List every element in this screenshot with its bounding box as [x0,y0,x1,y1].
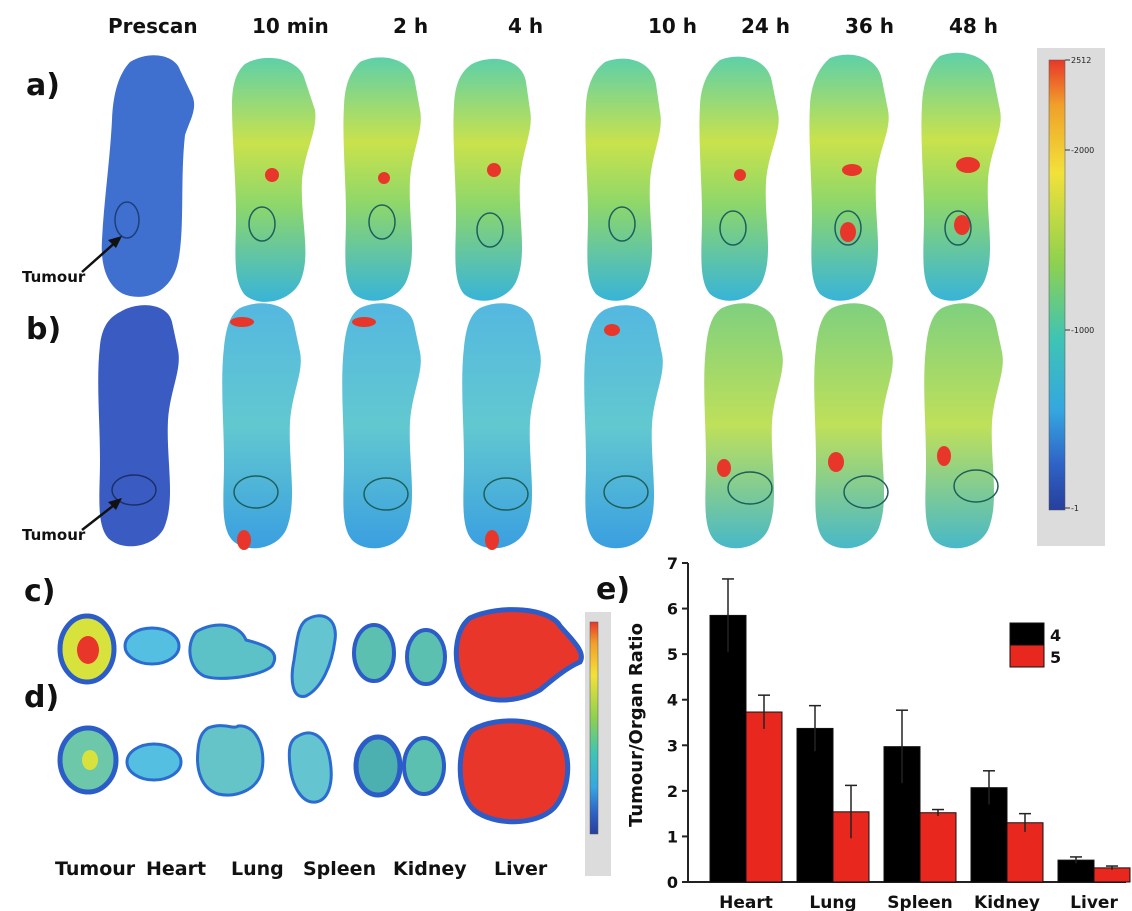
mouse-b-4h [462,303,541,549]
y-tick-label: 7 [667,554,678,573]
bar-4-lung [796,727,834,883]
x-tick-label-heart: Heart [719,893,773,911]
organ-label-lung: Lung [231,858,284,880]
y-axis-label: Tumour/Organ Ratio [626,623,647,827]
y-tick-label: 3 [667,736,678,755]
organ-d-spleen [287,731,333,804]
x-tick-label-lung: Lung [809,893,856,911]
organ-label-kidney: Kidney [393,858,467,880]
tumour-label-a: Tumour [22,268,86,286]
organ-label-tumour: Tumour [55,858,136,880]
time-label-10min: 10 min [252,14,329,38]
mouse-b-10min [222,303,301,549]
y-tick-label: 6 [667,600,678,619]
mouse-b-2h [342,303,421,549]
legend-swatch-5 [1009,644,1045,668]
organ-label-liver: Liver [494,858,548,880]
bar-4-liver [1057,859,1095,883]
colorbar-main-panel [1037,48,1105,546]
tumour-label-b: Tumour [22,526,86,544]
bar-5-spleen [919,812,957,883]
y-tick-label: 4 [667,691,678,710]
organ-d-kidney-1 [353,734,403,798]
mouse-a-prescan [101,55,195,297]
panel-label-c: c) [24,574,56,609]
organs-row-d [57,718,571,825]
colorbar-tick-min: -1 [1071,504,1079,513]
mouse-a-4h [453,58,531,301]
colorbar-organ [589,621,599,835]
mouse-b-24h [704,303,783,549]
organs-row-c [57,607,584,703]
colorbar-main [1048,59,1066,511]
organ-c-spleen [290,614,337,698]
time-label-36h: 36 h [845,14,895,38]
colorbar-tick-2000: -2000 [1071,146,1094,155]
panel-label-b: b) [26,312,62,347]
time-label-4h: 4 h [508,14,544,38]
y-ticks: 0 1 2 3 4 5 6 7 [667,554,688,892]
row-b-mice [98,303,1003,550]
legend-label-4: 4 [1050,626,1061,645]
tumour-organ-ratio-chart: 0 1 2 3 4 5 6 7 Heart Lung Spleen Kidney Liver Tumo… [626,554,1131,911]
time-label-10h: 10 h [648,14,698,38]
y-tick-label: 5 [667,645,678,664]
mouse-b-10h [584,305,663,549]
mouse-a-36h [809,54,889,301]
legend-swatch-4 [1009,622,1045,646]
time-label-2h: 2 h [393,14,429,38]
y-tick-label: 1 [667,827,678,846]
panel-label-d: d) [24,680,60,715]
panel-label-a: a) [26,68,60,103]
organ-label-spleen: Spleen [303,858,377,880]
x-tick-labels: Heart Lung Spleen Kidney Liver [719,893,1118,911]
mouse-a-10h [585,58,661,301]
organ-c-kidney-1 [352,623,396,683]
organ-label-heart: Heart [146,858,207,880]
bar-5-kidney [1006,822,1044,883]
mouse-a-48h [921,52,1001,301]
time-label-48h: 48 h [949,14,999,38]
time-label-prescan: Prescan [108,14,198,38]
y-tick-label: 2 [667,782,678,801]
x-tick-label-spleen: Spleen [887,893,952,911]
bar-5-liver [1093,867,1131,883]
mouse-b-48h [924,303,1003,549]
legend: 4 5 [1009,622,1061,668]
colorbar-tick-1000: -1000 [1071,326,1094,335]
mouse-b-36h [814,303,893,549]
x-tick-label-kidney: Kidney [974,893,1040,911]
organ-c-liver [453,607,584,703]
organ-d-lung [196,724,265,797]
x-tick-label-liver: Liver [1070,893,1118,911]
colorbar-tick-max: 2512 [1071,56,1091,65]
row-a-mice [101,52,1001,302]
organ-d-heart [125,742,183,782]
organ-c-heart [123,626,181,666]
mouse-b-prescan [98,305,179,547]
organ-d-liver [457,718,571,825]
y-tick-label: 0 [667,873,678,892]
organ-c-kidney-2 [405,628,447,686]
organ-d-kidney-2 [402,736,446,796]
organ-c-lung [188,623,276,680]
bar-4-heart [709,614,747,883]
bars [709,578,1131,883]
bar-5-heart [745,711,783,883]
panel-label-e: e) [596,572,631,607]
legend-label-5: 5 [1050,648,1061,667]
time-label-24h: 24 h [741,14,791,38]
